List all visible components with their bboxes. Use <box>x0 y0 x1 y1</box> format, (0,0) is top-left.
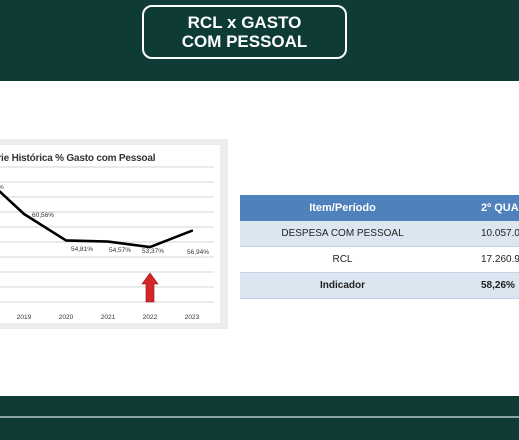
table-cell-value: 10.057.052 <box>445 221 519 247</box>
x-tick-label: 2021 <box>101 314 116 321</box>
data-point <box>148 245 152 249</box>
data-point <box>106 240 110 243</box>
data-label: 56,94% <box>187 249 209 256</box>
data-point <box>190 229 194 232</box>
data-point <box>64 239 68 242</box>
table-cell-value: 17.260.958 <box>445 246 519 273</box>
table-cell-value: 58,26% <box>445 272 519 299</box>
data-point <box>22 212 26 216</box>
table-row: Indicador 58,26% <box>240 272 519 299</box>
arrow-annotation <box>141 272 159 303</box>
data-label: 54,81% <box>71 246 93 253</box>
data-label: 54,57% <box>109 247 131 254</box>
x-tick-label: 2022 <box>143 314 158 321</box>
footer-bar <box>0 396 519 440</box>
page-title-line2: COM PESSOAL <box>181 32 308 51</box>
table-header-item: Item/Período <box>240 195 445 221</box>
table-cell-label: Indicador <box>240 272 445 299</box>
data-label: % <box>0 184 4 191</box>
x-tick-label: 2023 <box>185 314 200 321</box>
data-label: 53,37% <box>142 248 164 255</box>
line-chart: % 60,56% 54,81% 54,57% 53,37% 56,94% 2019 2020 2… <box>0 166 214 321</box>
footer-divider <box>0 416 519 418</box>
page-title: RCL x GASTO COM PESSOAL <box>142 5 347 59</box>
chart-area: érie Histórica % Gasto com Pessoal % 60,5… <box>0 145 220 323</box>
table-cell-label: RCL <box>240 246 445 273</box>
chart-card: érie Histórica % Gasto com Pessoal % 60,5… <box>0 139 228 329</box>
header-bar: RCL x GASTO COM PESSOAL <box>0 0 519 81</box>
series-line <box>0 189 193 249</box>
page-title-line1: RCL x GASTO <box>187 13 302 32</box>
x-tick-label: 2020 <box>59 314 74 321</box>
data-label: 60,56% <box>32 212 54 219</box>
table-cell-label: DESPESA COM PESSOAL <box>240 221 445 247</box>
x-tick-label: 2019 <box>17 314 32 321</box>
chart-title: érie Histórica % Gasto com Pessoal <box>0 153 156 164</box>
table-row: RCL 17.260.958 <box>240 246 519 273</box>
table-row: DESPESA COM PESSOAL 10.057.052 <box>240 221 519 247</box>
